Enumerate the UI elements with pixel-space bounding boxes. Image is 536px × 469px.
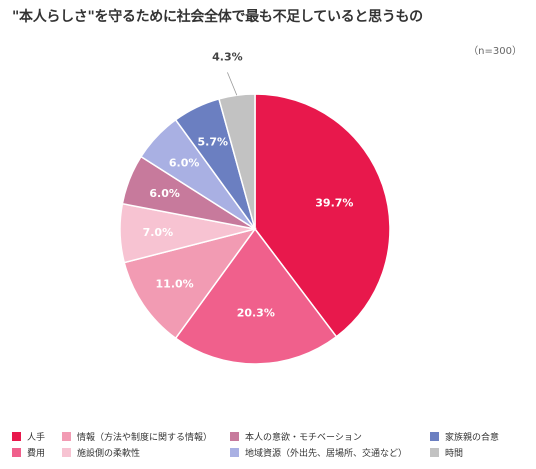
legend-label-7: 時間 — [445, 449, 464, 459]
slice-label-0: 39.7% — [315, 196, 353, 209]
legend-item-6: 家族親の合意 — [430, 430, 499, 443]
legend-label-4: 本人の意欲・モチベーション — [245, 433, 362, 443]
slice-label-1: 20.3% — [237, 307, 275, 320]
leader-line-7 — [227, 72, 238, 96]
legend-label-1: 費用 — [27, 449, 46, 459]
legend-item-2: 情報（方法や制度に関する情報） — [62, 430, 212, 443]
legend-label-5: 地域資源（外出先、居場所、交通など） — [245, 449, 408, 459]
legend-swatch-1 — [12, 448, 21, 457]
chart-title: "本人らしさ"を守るために社会全体で最も不足していると思うもの — [12, 9, 423, 25]
pie-slice-0 — [254, 93, 391, 338]
slice-label-6: 5.7% — [198, 135, 229, 148]
legend-label-6: 家族親の合意 — [445, 433, 500, 443]
slice-label-2: 11.0% — [156, 278, 194, 291]
legend-swatch-2 — [62, 432, 71, 441]
legend-item-7: 時間 — [430, 446, 463, 459]
legend-label-0: 人手 — [27, 433, 46, 443]
legend-item-4: 本人の意欲・モチベーション — [230, 430, 362, 443]
legend-swatch-0 — [12, 432, 21, 441]
legend-label-2: 情報（方法や制度に関する情報） — [77, 433, 213, 443]
legend-swatch-3 — [62, 448, 71, 457]
legend-item-1: 費用 — [12, 446, 45, 459]
legend-item-3: 施設側の柔軟性 — [62, 446, 140, 459]
legend-item-0: 人手 — [12, 430, 45, 443]
slice-label-3: 7.0% — [143, 226, 174, 239]
pie-slice-2 — [123, 227, 257, 340]
sample-size-note: （n=300） — [468, 46, 522, 57]
pie-slice-1 — [174, 227, 338, 365]
slice-label-4: 6.0% — [149, 187, 180, 200]
slice-label-7: 4.3% — [212, 50, 243, 63]
legend-item-5: 地域資源（外出先、居場所、交通など） — [230, 446, 407, 459]
slice-label-5: 6.0% — [169, 156, 200, 169]
pie-slice-7 — [218, 93, 256, 230]
legend-swatch-6 — [430, 432, 439, 441]
legend-label-3: 施設側の柔軟性 — [77, 449, 141, 459]
legend-swatch-4 — [230, 432, 239, 441]
legend-swatch-7 — [430, 448, 439, 457]
legend-swatch-5 — [230, 448, 239, 457]
